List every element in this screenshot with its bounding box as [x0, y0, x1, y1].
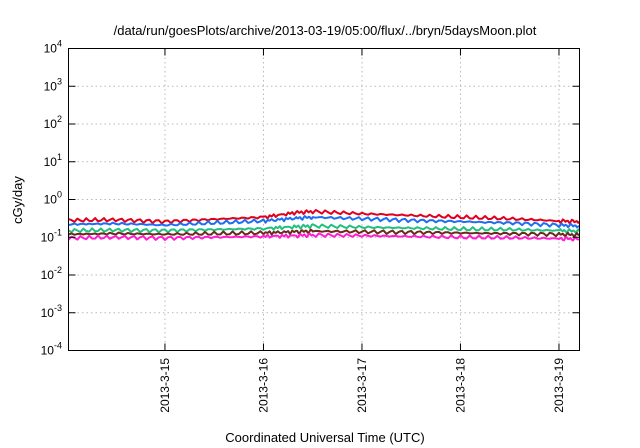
y-tick-label: 104 — [44, 39, 62, 56]
y-tick-label: 101 — [44, 152, 62, 169]
y-tick-label: 100 — [44, 190, 62, 207]
y-tick-label: 10-4 — [41, 341, 62, 358]
grid — [68, 48, 580, 351]
chart-title: /data/run/goesPlots/archive/2013-03-19/0… — [114, 23, 537, 38]
series-line — [67, 223, 581, 234]
y-tick-label: 10-3 — [41, 303, 62, 320]
x-tick-label: 2013-3-19 — [552, 358, 566, 413]
series-line — [67, 232, 580, 242]
x-axis-label: Coordinated Universal Time (UTC) — [225, 430, 424, 445]
x-axis: 2013-3-15 2013-3-16 2013-3-17 2013-3-18 2013… — [158, 48, 566, 413]
x-tick-label: 2013-3-16 — [256, 358, 270, 413]
series-group — [67, 209, 581, 242]
series-line — [68, 228, 580, 238]
series-line — [68, 209, 581, 225]
series-line — [68, 215, 580, 229]
y-tick-label: 10-1 — [41, 227, 62, 244]
y-axis-label: cGy/day — [10, 176, 25, 224]
x-tick-label: 2013-3-17 — [355, 358, 369, 413]
y-axis: 10-4 10-3 10-2 10-1 100 101 102 103 104 — [41, 39, 580, 358]
x-tick-label: 2013-3-18 — [453, 358, 467, 413]
x-tick-label: 2013-3-15 — [158, 358, 172, 413]
y-tick-label: 10-2 — [41, 265, 62, 282]
y-tick-label: 102 — [44, 114, 62, 131]
y-tick-label: 103 — [44, 76, 62, 93]
